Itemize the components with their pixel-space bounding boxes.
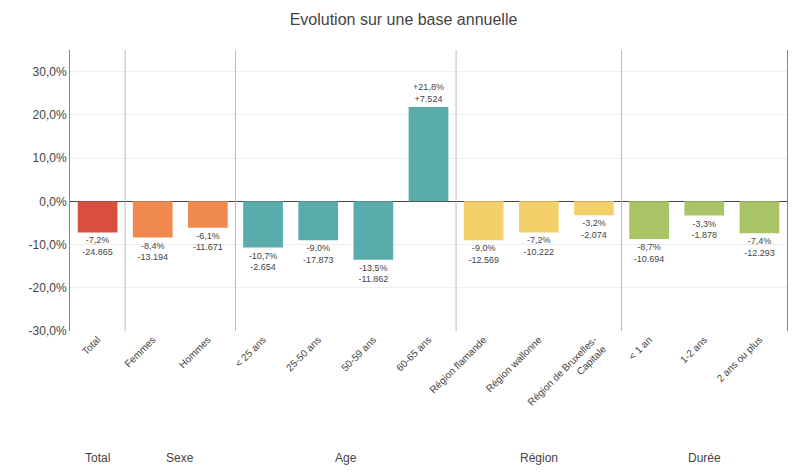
svg-text:-13,5%-11.862: -13,5%-11.862: [358, 263, 388, 285]
svg-text:-7,4%-12.293: -7,4%-12.293: [744, 236, 775, 258]
svg-text:Sexe: Sexe: [166, 451, 194, 465]
svg-text:Durée: Durée: [688, 451, 721, 465]
svg-text:Evolution sur une base annuell: Evolution sur une base annuelle: [290, 11, 518, 28]
svg-text:< 1 an: < 1 an: [626, 334, 654, 362]
svg-text:-7,2%-10.222: -7,2%-10.222: [524, 235, 555, 257]
svg-text:Région flamande: Région flamande: [427, 334, 489, 396]
svg-text:-9,0%-17.873: -9,0%-17.873: [303, 243, 334, 265]
svg-text:Total: Total: [80, 334, 103, 357]
svg-text:50-59 ans: 50-59 ans: [339, 334, 378, 373]
svg-text:1-2 ans: 1-2 ans: [678, 334, 709, 365]
svg-text:Région de Bruxelles-Capitale: Région de Bruxelles-Capitale: [525, 334, 608, 417]
svg-text:-10,7%-2.654: -10,7%-2.654: [249, 251, 278, 273]
svg-text:0,0%: 0,0%: [39, 195, 67, 209]
svg-text:-6,1%-11.671: -6,1%-11.671: [193, 231, 223, 253]
svg-text:30,0%: 30,0%: [33, 65, 67, 79]
svg-text:-8,4%-13.194: -8,4%-13.194: [137, 241, 168, 263]
svg-text:-10,0%: -10,0%: [29, 238, 67, 252]
svg-text:25-50 ans: 25-50 ans: [284, 334, 323, 373]
svg-text:-20,0%: -20,0%: [29, 281, 67, 295]
svg-text:+21,8%+7.524: +21,8%+7.524: [413, 82, 444, 104]
svg-text:2 ans ou plus: 2 ans ou plus: [715, 334, 765, 384]
svg-text:Région wallonne: Région wallonne: [484, 334, 544, 394]
svg-text:-8,7%-10.694: -8,7%-10.694: [634, 242, 665, 264]
svg-text:< 25 ans: < 25 ans: [233, 334, 268, 369]
svg-text:Total: Total: [85, 451, 110, 465]
svg-text:Age: Age: [335, 451, 357, 465]
svg-text:Femmes: Femmes: [122, 334, 157, 369]
svg-text:Région: Région: [520, 451, 558, 465]
svg-text:Hommes: Hommes: [177, 334, 213, 370]
svg-text:-7,2%-24.865: -7,2%-24.865: [82, 235, 113, 257]
svg-text:10,0%: 10,0%: [33, 151, 67, 165]
svg-text:-3,3%-1.878: -3,3%-1.878: [691, 219, 717, 241]
svg-text:-3,2%-2.074: -3,2%-2.074: [581, 218, 607, 240]
svg-text:-9,0%-12.569: -9,0%-12.569: [468, 243, 499, 265]
svg-text:60-65 ans: 60-65 ans: [394, 334, 433, 373]
svg-text:20,0%: 20,0%: [33, 108, 67, 122]
svg-text:-30,0%: -30,0%: [29, 324, 67, 338]
